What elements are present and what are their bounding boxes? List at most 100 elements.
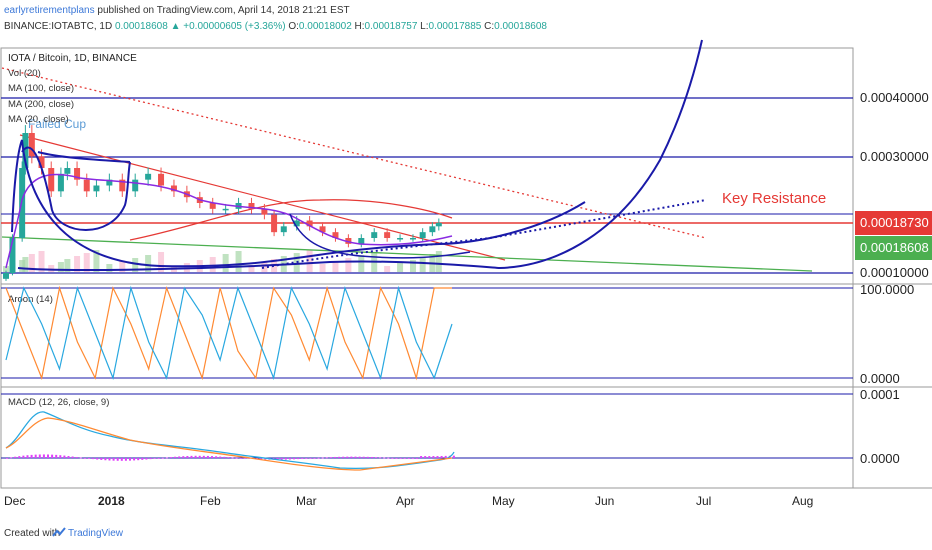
candle-body — [38, 156, 45, 168]
candle — [93, 179, 100, 197]
macd-histogram-bar — [379, 457, 382, 459]
volume-bar — [83, 253, 90, 272]
macd-histogram-bar — [202, 455, 205, 458]
candle — [74, 161, 81, 186]
volume-bar — [397, 263, 404, 272]
time-axis: Dec 2018 Feb Mar Apr May Jun Jul Aug — [4, 494, 813, 508]
candle-body — [384, 232, 391, 238]
macd-histogram-bar — [149, 458, 152, 460]
volume-bar — [306, 250, 313, 272]
macd-histogram-bar — [325, 457, 328, 459]
macd-histogram-bar — [288, 458, 291, 460]
macd-histogram-bar — [440, 455, 443, 458]
dotted-downtrend-line — [1, 67, 707, 239]
l-label: L: — [420, 21, 429, 32]
volume-bar — [28, 254, 35, 272]
candle — [48, 161, 55, 197]
macd-histogram-bar — [67, 456, 70, 458]
x-tick-jun: Jun — [595, 494, 614, 508]
candle-body — [261, 208, 268, 215]
up-arrow-icon: ▲ — [170, 21, 181, 32]
chart-canvas[interactable]: Failed Cup Key Resistance IOTA / Bitcoin… — [0, 36, 932, 518]
candle-body — [332, 232, 339, 238]
candle-body — [9, 238, 16, 273]
macd-histogram-bar — [129, 458, 131, 461]
candle-body — [170, 185, 177, 192]
macd-histogram-bar — [170, 457, 172, 458]
candle — [397, 234, 404, 242]
candle — [83, 173, 90, 197]
macd-histogram-bar — [137, 458, 140, 461]
failed-cup-drawing — [21, 146, 131, 231]
candle-body — [64, 168, 71, 174]
macd-histogram-bar — [243, 458, 246, 459]
candle-body — [435, 222, 442, 227]
legend-ma20: MA (20, close) — [8, 114, 69, 125]
macd-histogram-bar — [63, 455, 66, 458]
volume-bar — [409, 260, 416, 272]
macd-histogram-bar — [354, 456, 357, 458]
macd-histogram-bar — [366, 456, 369, 458]
legend-title: IOTA / Bitcoin, 1D, BINANCE — [8, 53, 137, 64]
candle-body — [57, 173, 64, 192]
macd-histogram-bar — [116, 458, 119, 461]
price-tick-0003: 0.00030000 — [860, 149, 929, 164]
macd-histogram-bar — [383, 457, 386, 459]
volume-bar — [74, 256, 81, 272]
volume-bar — [22, 257, 29, 272]
candle — [106, 173, 113, 192]
macd-histogram-bar — [174, 456, 177, 458]
volume-bar — [48, 265, 55, 272]
macd-histogram-bar — [157, 458, 160, 459]
macd-histogram-bar — [71, 456, 74, 458]
candle — [384, 228, 391, 242]
macd-histogram-bar — [362, 456, 365, 458]
candle-body — [83, 179, 90, 192]
macd-histogram-bar — [75, 457, 78, 458]
macd-histogram-bar — [403, 458, 406, 459]
legend-ma200: MA (200, close) — [8, 99, 74, 110]
candle-body — [371, 232, 378, 238]
macd-histogram-bar — [375, 457, 377, 458]
author-link[interactable]: earlyretirementplans — [4, 5, 95, 16]
macd-tick-top: 0.0001 — [860, 387, 900, 402]
candle-body — [429, 226, 436, 233]
macd-histogram-bar — [219, 456, 222, 458]
macd-histogram-bar — [30, 454, 33, 458]
macd-histogram-bar — [26, 455, 29, 458]
macd-histogram-bar — [186, 455, 189, 458]
aroon-series-line — [5, 285, 452, 381]
x-tick-mar: Mar — [296, 494, 317, 508]
macd-legend: MACD (12, 26, close, 9) — [8, 397, 109, 408]
macd-histogram-bar — [297, 458, 300, 460]
candle — [435, 218, 442, 231]
macd-histogram-bar — [399, 458, 402, 459]
macd-histogram-bar — [88, 458, 90, 459]
dotted-projection-line — [261, 199, 707, 269]
macd-histogram-bar — [100, 458, 103, 460]
candle — [345, 234, 352, 248]
macd-histogram-bar — [370, 456, 373, 458]
macd-histogram-bar — [452, 455, 455, 458]
candle-body — [419, 232, 426, 238]
candle — [419, 228, 426, 242]
macd-tick-zero: 0.0000 — [860, 451, 900, 466]
macd-histogram-bar — [55, 454, 58, 458]
candle-body — [409, 238, 416, 240]
volume-bar — [158, 252, 165, 272]
macd-histogram-bar — [358, 456, 361, 458]
change: +0.00000605 (+3.36%) — [183, 21, 286, 32]
macd-histogram-bar — [10, 457, 13, 459]
volume-bar — [106, 264, 113, 272]
macd-histogram-bar — [260, 458, 263, 460]
macd-histogram-bar — [104, 458, 107, 461]
candle-body — [271, 214, 278, 233]
macd-histogram-bar — [59, 455, 62, 458]
tradingview-link[interactable]: TradingView — [68, 528, 124, 539]
open-value: 0.00018002 — [298, 21, 352, 32]
macd-histogram-bar — [124, 458, 127, 461]
candle-body — [3, 273, 9, 279]
macd-histogram-bar — [420, 456, 423, 458]
candle-body — [319, 226, 326, 233]
publish-line: earlyretirementplans published on Tradin… — [4, 5, 350, 16]
